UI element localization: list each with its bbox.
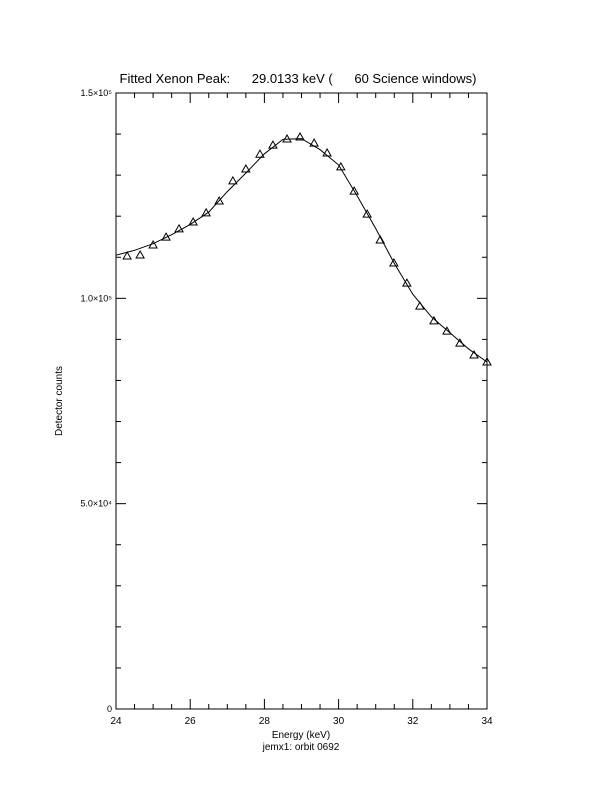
data-point <box>389 258 399 267</box>
x-tick-label: 24 <box>110 716 122 727</box>
data-point <box>335 161 346 171</box>
data-point <box>228 175 238 185</box>
x-tick-label: 34 <box>481 716 493 727</box>
data-point <box>240 163 251 173</box>
y-axis-label: Detector counts <box>54 366 65 436</box>
data-point <box>268 140 278 149</box>
data-point <box>122 251 132 260</box>
y-tick-label: 5.0×10⁴ <box>80 499 112 509</box>
x-axis-label: Energy (keV) <box>272 730 330 741</box>
y-tick-label: 1.5×10⁵ <box>80 88 112 98</box>
data-point <box>402 278 412 287</box>
fit-line <box>115 138 488 363</box>
y-tick-label: 0 <box>107 704 112 714</box>
data-point <box>174 223 184 233</box>
data-point <box>455 338 465 347</box>
x-tick-label: 30 <box>333 716 345 727</box>
chart-title: Fitted Xenon Peak: 29.0133 keV ( 60 Scie… <box>120 71 477 86</box>
plot-frame <box>115 92 488 710</box>
data-point <box>482 356 492 366</box>
y-tick-label: 1.0×10⁵ <box>80 293 112 303</box>
data-point <box>349 186 360 195</box>
data-point <box>429 315 439 325</box>
data-point <box>295 131 305 141</box>
chart-subtitle: jemx1: orbit 0692 <box>262 742 340 753</box>
data-point <box>214 195 224 205</box>
data-point <box>442 326 452 335</box>
data-point <box>362 209 373 218</box>
data-point <box>255 149 265 158</box>
data-point <box>135 250 145 259</box>
x-tick-label: 32 <box>407 716 419 727</box>
x-tick-label: 26 <box>185 716 197 727</box>
data-point <box>375 235 386 244</box>
data-point <box>309 138 319 147</box>
data-point <box>282 133 292 143</box>
x-tick-label: 28 <box>259 716 271 727</box>
